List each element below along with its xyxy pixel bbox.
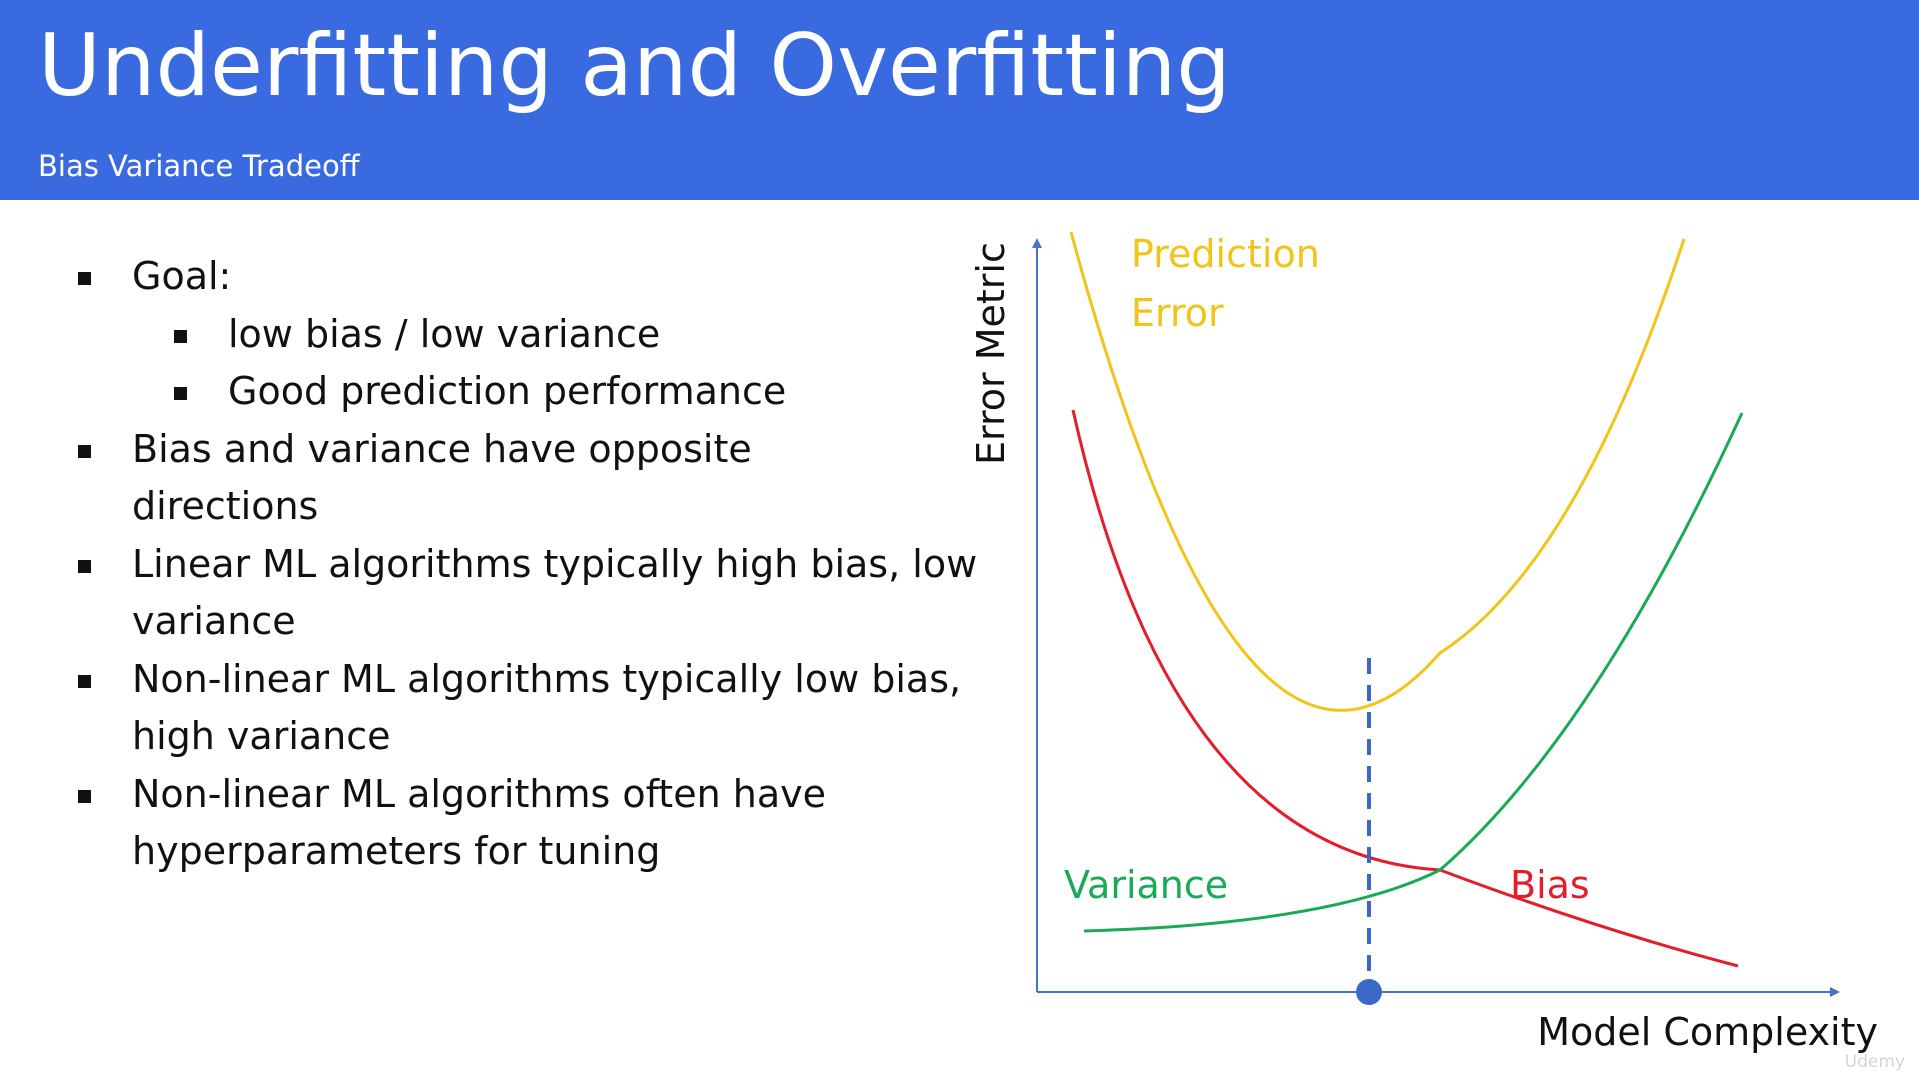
bias-curve — [1071, 409, 1739, 968]
prediction-error-curve — [1069, 231, 1686, 712]
bullet-square-icon — [174, 387, 187, 400]
bullet-item: Linear ML algorithms typically high bias… — [74, 536, 992, 651]
bullet-square-icon — [78, 444, 91, 458]
prediction-error-label-line2: Error — [1131, 291, 1224, 335]
udemy-watermark: Udemy — [1845, 1052, 1905, 1072]
slide-subtitle: Bias Variance Tradeoff — [38, 149, 360, 183]
bullet-square-icon — [78, 789, 91, 803]
bullet-item: Goal: — [74, 248, 934, 306]
bullet-text: Goal: — [132, 254, 232, 298]
bullet-text: Good prediction performance — [228, 369, 787, 413]
slide-title: Underfitting and Overfitting — [38, 16, 1231, 116]
slide-header: Underfitting and Overfitting Bias Varian… — [0, 0, 1919, 200]
bullet-item: Bias and variance have opposite directio… — [74, 421, 832, 536]
sub-bullet-item: Good prediction performance — [74, 363, 934, 421]
variance-label: Variance — [1064, 863, 1228, 907]
y-axis-label: Error Metric — [969, 242, 1013, 465]
bullet-text: Bias and variance have opposite directio… — [132, 426, 752, 529]
bullet-text: Linear ML algorithms typically high bias… — [132, 541, 978, 644]
x-axis-label: Model Complexity — [1537, 1010, 1878, 1054]
bullet-square-icon — [78, 272, 91, 285]
bullet-square-icon — [174, 329, 187, 343]
bullet-list: Goal: low bias / low variance Good predi… — [74, 248, 977, 881]
variance-curve — [1083, 412, 1744, 933]
bullet-text: Non-linear ML algorithms typically low b… — [132, 656, 962, 759]
bullet-text: Non-linear ML algorithms often have hype… — [132, 771, 826, 874]
bullet-item: Non-linear ML algorithms often have hype… — [74, 766, 932, 881]
optimum-point — [1356, 979, 1382, 1005]
bullet-item: Non-linear ML algorithms typically low b… — [74, 651, 992, 766]
bias-label: Bias — [1510, 863, 1590, 907]
sub-bullet-item: low bias / low variance — [74, 306, 934, 364]
prediction-error-label-line1: Prediction — [1131, 232, 1320, 276]
bullet-text: low bias / low variance — [228, 311, 661, 356]
bullet-square-icon — [78, 559, 91, 573]
bullet-square-icon — [78, 674, 91, 688]
